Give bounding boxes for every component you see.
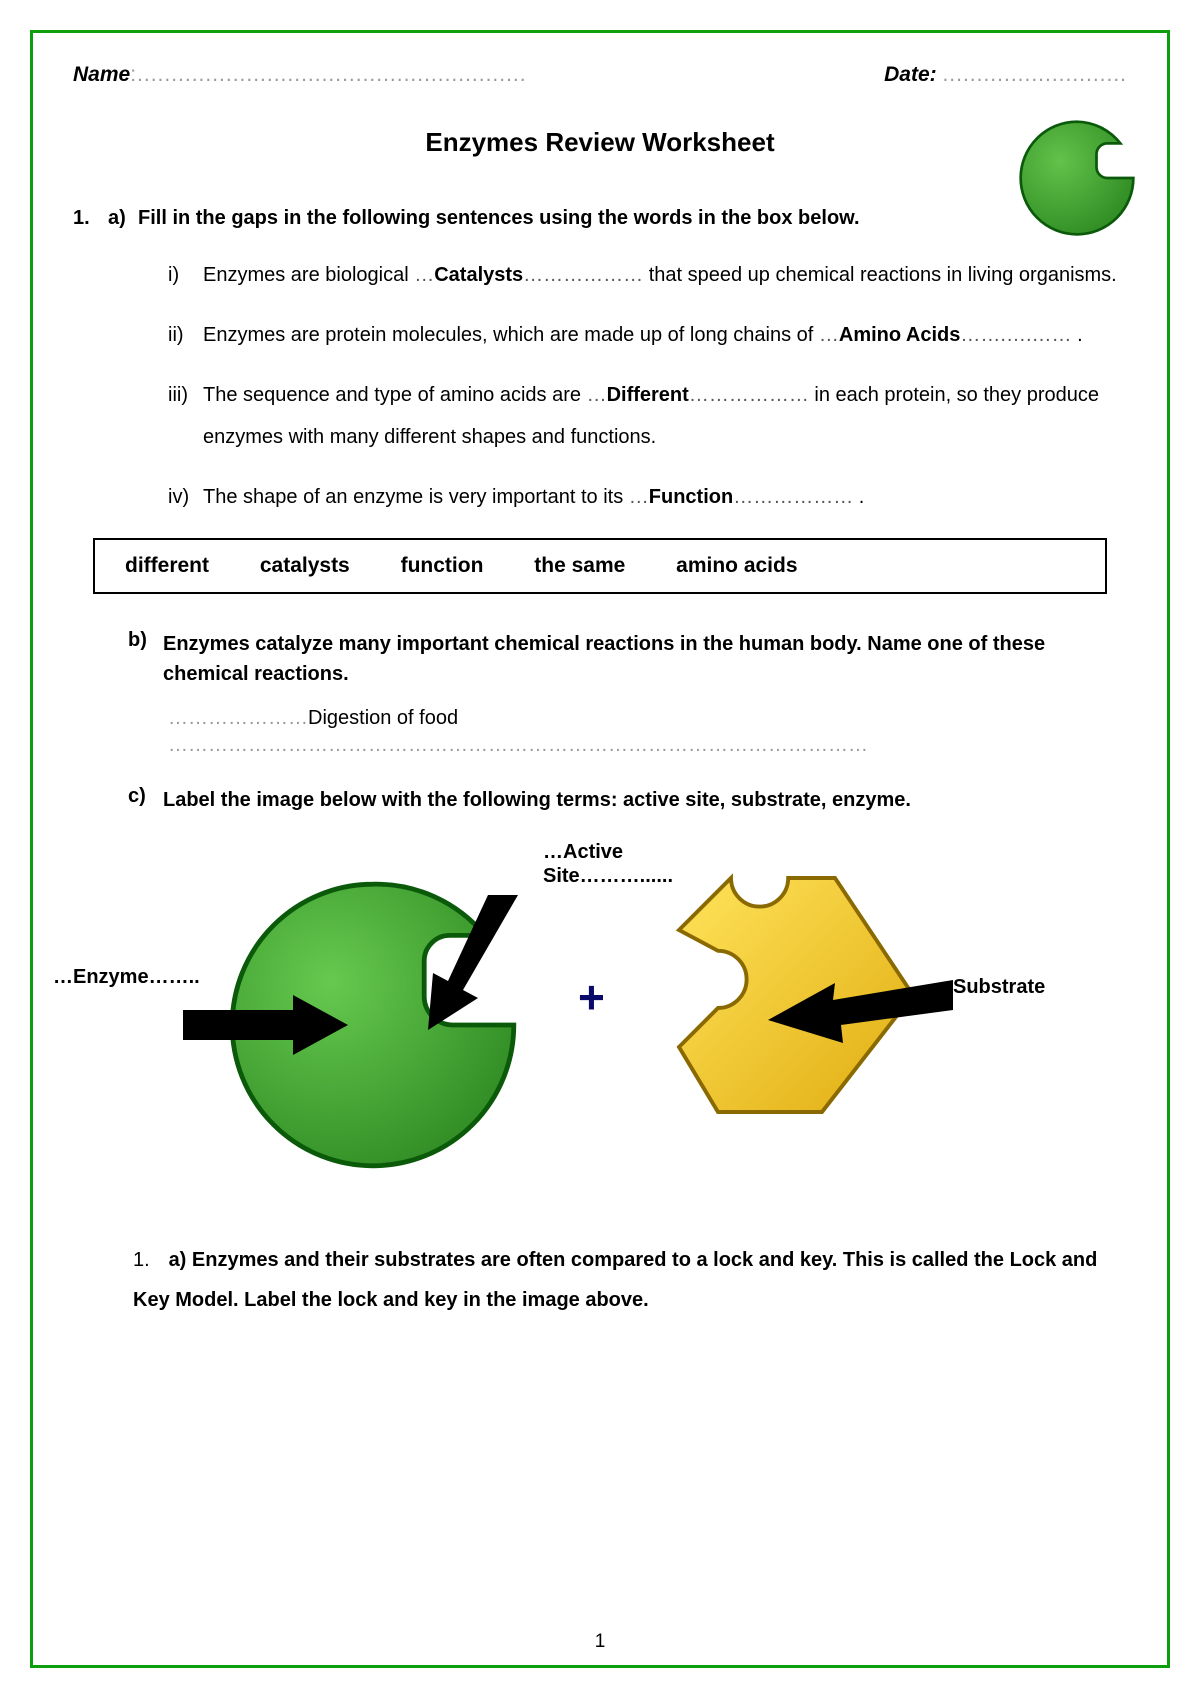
q1a-item-iv: iv) The shape of an enzyme is very impor… bbox=[168, 476, 1127, 518]
q1b-answer-line1: …………………Digestion of food bbox=[168, 707, 1127, 730]
label-active-site: …Active Site………...... bbox=[543, 840, 673, 888]
date-field: Date: ........................... bbox=[884, 63, 1127, 87]
page-number: 1 bbox=[33, 1631, 1167, 1653]
question-1a: 1. a) Fill in the gaps in the following … bbox=[73, 203, 1127, 518]
date-label: Date: bbox=[884, 63, 937, 86]
label-enzyme: …Enzyme…….. bbox=[53, 965, 200, 989]
roman-iii: iii) bbox=[168, 374, 203, 458]
header-row: Name:...................................… bbox=[73, 63, 1127, 87]
q2-text: a) Enzymes and their substrates are ofte… bbox=[133, 1249, 1097, 1311]
q1a-item-i: i) Enzymes are biological …Catalysts…………… bbox=[168, 254, 1127, 296]
wb-word: catalysts bbox=[260, 554, 350, 577]
q1c-letter: c) bbox=[128, 785, 163, 815]
q1a-item-iii: iii) The sequence and type of amino acid… bbox=[168, 374, 1127, 458]
name-label: Name bbox=[73, 63, 130, 86]
arrow-active-site-icon bbox=[408, 895, 538, 1035]
enzyme-diagram: + …Enzyme…….. …Active Site………...... Subs… bbox=[73, 840, 1127, 1210]
q1a-prompt: Fill in the gaps in the following senten… bbox=[138, 203, 1127, 234]
wb-word: different bbox=[125, 554, 209, 577]
q1a-item-ii: ii) Enzymes are protein molecules, which… bbox=[168, 314, 1127, 356]
arrow-enzyme-icon bbox=[183, 990, 353, 1060]
q1c-prompt: Label the image below with the following… bbox=[163, 785, 1127, 815]
enzyme-corner-icon bbox=[1012, 113, 1142, 243]
wb-word: function bbox=[401, 554, 484, 577]
worksheet-frame: Name:...................................… bbox=[30, 30, 1170, 1668]
page: Name:...................................… bbox=[0, 0, 1200, 1698]
q1b-answer-line2: …………………………………………………………………………………………… bbox=[168, 734, 1127, 757]
label-substrate: Substrate bbox=[953, 975, 1045, 999]
worksheet-title: Enzymes Review Worksheet bbox=[73, 127, 1127, 158]
roman-iv: iv) bbox=[168, 476, 203, 518]
q1b-letter: b) bbox=[128, 629, 163, 689]
name-dots: :.......................................… bbox=[130, 63, 526, 86]
plus-sign: + bbox=[578, 970, 605, 1024]
q1b-prompt: Enzymes catalyze many important chemical… bbox=[163, 629, 1127, 689]
q1a-items: i) Enzymes are biological …Catalysts…………… bbox=[168, 254, 1127, 518]
wb-word: the same bbox=[534, 554, 625, 577]
question-2: 1. a) Enzymes and their substrates are o… bbox=[133, 1240, 1127, 1320]
q1-number: 1. bbox=[73, 203, 108, 234]
q1a-letter: a) bbox=[108, 203, 138, 234]
roman-i: i) bbox=[168, 254, 203, 296]
word-box: different catalysts function the same am… bbox=[93, 538, 1107, 594]
roman-ii: ii) bbox=[168, 314, 203, 356]
name-field: Name:...................................… bbox=[73, 63, 527, 87]
q2-number: 1. bbox=[133, 1240, 163, 1280]
arrow-substrate-icon bbox=[763, 965, 953, 1045]
question-1c: c) Label the image below with the follow… bbox=[128, 785, 1127, 815]
wb-word: amino acids bbox=[676, 554, 797, 577]
question-1b: b) Enzymes catalyze many important chemi… bbox=[128, 629, 1127, 689]
date-dots: ........................... bbox=[942, 63, 1127, 86]
